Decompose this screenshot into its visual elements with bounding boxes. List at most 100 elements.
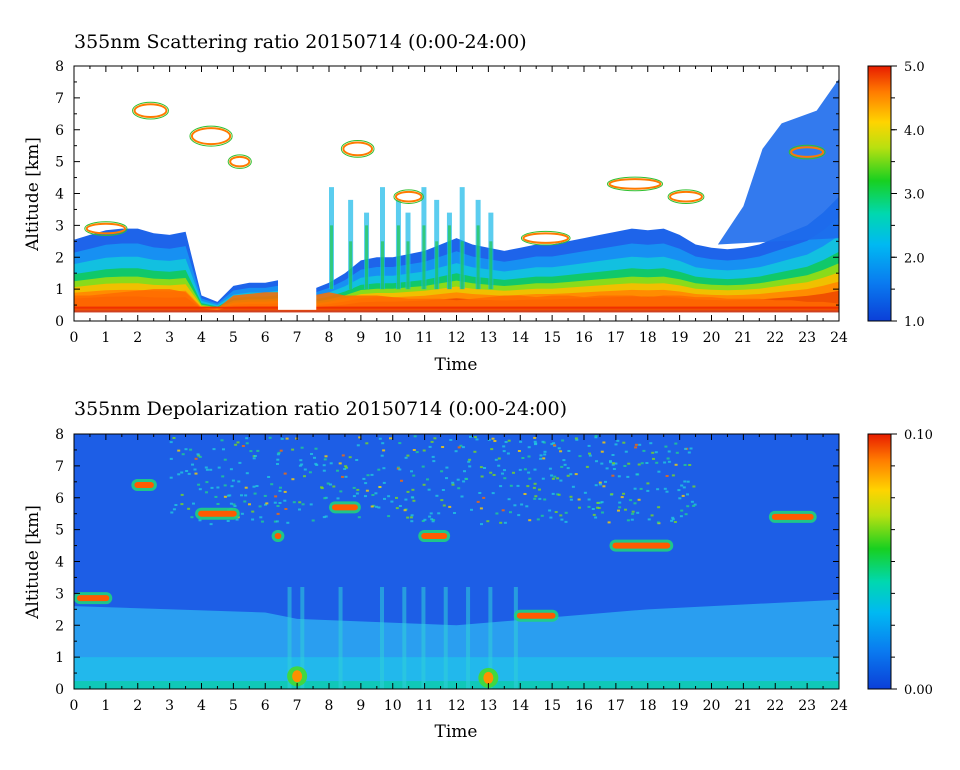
cloud-outline-halo [227,154,252,169]
noise-pixel [322,516,326,519]
x-tick-label: 2 [133,330,142,346]
noise-pixel [610,493,614,496]
noise-pixel [196,453,200,456]
scattering-ylabel: Altitude [km] [23,137,43,252]
y-tick-label: 0 [55,682,64,698]
noise-pixel [507,439,511,442]
noise-pixel [453,512,456,514]
surface-line [74,306,839,309]
noise-pixel [389,437,392,440]
noise-pixel [243,500,247,503]
colorbar-tick-label: 2.0 [904,251,925,266]
x-tick-label: 18 [639,330,657,346]
x-tick-label: 19 [671,698,689,714]
noise-pixel [564,511,568,514]
noise-pixel [355,492,359,495]
fall-streak [338,587,343,689]
x-tick-label: 1 [101,698,110,714]
noise-pixel [556,477,560,480]
streak [459,187,465,290]
noise-pixel [406,490,410,493]
noise-pixel [244,486,248,489]
noise-pixel [380,454,384,457]
noise-pixel [633,487,637,490]
cloud-layer [198,510,237,517]
noise-pixel [654,451,658,454]
noise-pixel [245,472,249,475]
noise-pixel [635,473,639,476]
noise-pixel [611,463,615,466]
noise-pixel [252,457,256,460]
streak-core [381,241,384,290]
noise-pixel [618,501,622,504]
noise-pixel [595,460,598,463]
noise-pixel [620,496,624,499]
noise-pixel [387,495,391,498]
noise-pixel [683,464,687,466]
noise-pixel [421,520,425,522]
noise-pixel [278,489,282,492]
high-aerosol-region [717,78,839,245]
noise-pixel [652,457,655,460]
noise-pixel [172,508,176,511]
noise-pixel [598,483,602,486]
x-tick-label: 12 [448,698,466,714]
noise-pixel [400,479,403,482]
noise-pixel [413,435,417,438]
noise-pixel [284,508,288,510]
noise-pixel [198,488,202,491]
noise-pixel [298,464,302,467]
fall-streak [466,587,471,689]
noise-pixel [468,458,472,461]
noise-pixel [229,502,233,505]
cloud-outline [522,232,570,244]
noise-pixel [223,495,227,498]
noise-pixel [205,481,209,484]
noise-pixel [457,487,461,490]
noise-pixel [322,469,326,472]
noise-pixel [665,475,669,477]
noise-pixel [503,521,507,524]
noise-pixel [187,472,191,475]
depolarization-xlabel: Time [435,722,478,742]
surface-hotspot-core [483,671,494,684]
noise-pixel [503,477,507,480]
noise-pixel [258,505,262,508]
depolarization-title: 355nm Depolarization ratio 20150714 (0:0… [74,398,567,420]
noise-pixel [364,482,368,485]
noise-pixel [470,508,473,511]
noise-pixel [684,447,688,450]
noise-pixel [683,480,687,483]
noise-pixel [681,494,685,497]
noise-pixel [276,463,279,465]
noise-pixel [410,496,414,499]
noise-pixel [352,495,356,498]
noise-pixel [221,475,225,478]
noise-pixel [631,510,635,513]
fall-streak [287,587,292,689]
noise-pixel [637,463,641,466]
noise-pixel [567,450,571,452]
noise-pixel [559,514,563,517]
y-tick-label: 4 [55,555,64,571]
noise-pixel [533,440,537,443]
noise-pixel [398,442,402,445]
scattering-x-axis: 0 1 2 3 4 5 6 7 8 9 10 11 12 13 14 15 16 17 18 19 20 21 22 23 24 [70,66,848,346]
x-tick-label: 8 [325,698,334,714]
x-tick-label: 13 [479,330,497,346]
noise-pixel [551,492,555,495]
noise-pixel [395,496,398,499]
noise-pixel [688,464,692,466]
noise-pixel [216,503,220,505]
noise-pixel [494,458,498,461]
noise-pixel [383,497,386,500]
noise-pixel [396,466,400,469]
noise-pixel [518,468,522,471]
noise-pixel [223,458,227,461]
cloud-outline [790,146,825,158]
noise-pixel [600,501,604,504]
noise-pixel [575,438,579,441]
noise-pixel [276,505,280,507]
x-tick-label: 24 [830,330,848,346]
noise-pixel [631,512,635,515]
